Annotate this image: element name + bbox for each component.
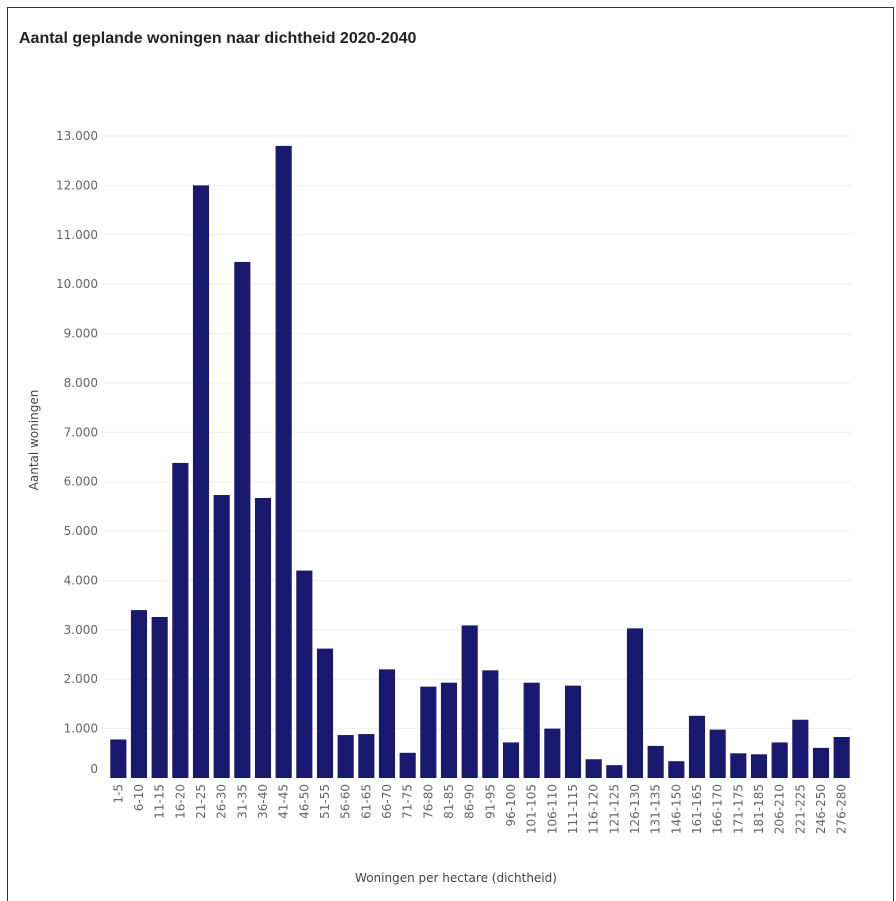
- x-tick-label: 86-90: [463, 784, 477, 819]
- x-axis-label: Woningen per hectare (dichtheid): [355, 871, 557, 885]
- y-tick-label: 11.000: [56, 228, 98, 242]
- y-tick-label: 13.000: [56, 129, 98, 143]
- x-tick-label: 46-50: [297, 784, 311, 819]
- x-tick-label: 166-170: [711, 784, 725, 834]
- x-tick-label: 31-35: [235, 784, 249, 819]
- y-axis-label: Aantal woningen: [27, 390, 41, 491]
- y-tick-label: 0: [90, 762, 98, 776]
- bar-91-95[interactable]: [482, 670, 499, 778]
- x-tick-label: 81-85: [442, 784, 456, 819]
- bar-51-55[interactable]: [316, 648, 334, 778]
- x-tick-label: 221-225: [793, 784, 807, 834]
- x-tick-label: 76-80: [421, 784, 435, 819]
- bar-41-45[interactable]: [275, 145, 292, 778]
- bar-161-165[interactable]: [688, 715, 706, 778]
- bar-46-50[interactable]: [296, 570, 313, 778]
- x-tick-label: 36-40: [256, 784, 270, 819]
- x-tick-label: 131-135: [649, 784, 663, 834]
- x-tick-label: 26-30: [215, 784, 229, 819]
- y-tick-label: 3.000: [64, 623, 98, 637]
- bar-61-65[interactable]: [358, 734, 375, 778]
- bar-1-5[interactable]: [110, 739, 127, 778]
- x-axis-ticks: 1-5 6-10 11-15 16-20 21-25 26-30 31-35 36-40 41-…: [111, 784, 848, 834]
- x-tick-label: 16-20: [173, 784, 187, 819]
- bar-246-250[interactable]: [812, 747, 830, 778]
- y-tick-label: 12.000: [56, 178, 98, 192]
- bar-96-100[interactable]: [502, 742, 520, 778]
- bar-171-175[interactable]: [730, 753, 747, 778]
- bar-21-25[interactable]: [192, 185, 210, 778]
- x-tick-label: 276-280: [835, 784, 849, 834]
- y-tick-label: 7.000: [64, 425, 98, 439]
- y-tick-label: 4.000: [64, 573, 98, 587]
- bar-181-185[interactable]: [750, 754, 768, 778]
- x-tick-label: 116-120: [587, 784, 601, 834]
- x-tick-label: 181-185: [752, 784, 766, 834]
- x-tick-label: 206-210: [773, 784, 787, 834]
- x-tick-label: 61-65: [359, 784, 373, 819]
- x-tick-label: 91-95: [483, 784, 497, 819]
- x-tick-label: 56-60: [339, 784, 353, 819]
- bar-221-225[interactable]: [792, 719, 809, 778]
- bars: [110, 145, 850, 778]
- bar-66-70[interactable]: [378, 669, 396, 778]
- x-tick-label: 146-150: [669, 784, 683, 834]
- bar-36-40[interactable]: [254, 497, 272, 778]
- x-tick-label: 41-45: [277, 784, 291, 819]
- bar-106-110[interactable]: [544, 728, 561, 778]
- bar-81-85[interactable]: [440, 682, 458, 778]
- x-tick-label: 246-250: [814, 784, 828, 834]
- bar-206-210[interactable]: [771, 742, 788, 778]
- x-tick-label: 111-115: [566, 784, 580, 834]
- y-tick-label: 1.000: [64, 722, 98, 736]
- bar-116-120[interactable]: [585, 759, 602, 778]
- x-tick-label: 161-165: [690, 784, 704, 834]
- y-tick-label: 2.000: [64, 672, 98, 686]
- y-tick-label: 5.000: [64, 524, 98, 538]
- x-tick-label: 51-55: [318, 784, 332, 819]
- x-tick-label: 126-130: [628, 784, 642, 834]
- bar-131-135[interactable]: [647, 745, 664, 778]
- y-tick-label: 9.000: [64, 327, 98, 341]
- x-tick-label: 6-10: [132, 784, 146, 811]
- bar-86-90[interactable]: [461, 625, 478, 778]
- x-tick-label: 96-100: [504, 784, 518, 827]
- bar-166-170[interactable]: [709, 729, 726, 778]
- bar-16-20[interactable]: [172, 462, 189, 778]
- bar-26-30[interactable]: [213, 495, 230, 778]
- bar-56-60[interactable]: [337, 735, 354, 778]
- x-tick-label: 1-5: [111, 784, 125, 804]
- bar-101-105[interactable]: [523, 682, 540, 778]
- y-axis-ticks: 0 1.000 2.000 3.000 4.000 5.000 6.000 7.000 8.00…: [56, 129, 98, 776]
- x-tick-label: 106-110: [545, 784, 559, 834]
- bar-76-80[interactable]: [420, 686, 437, 778]
- y-tick-label: 10.000: [56, 277, 98, 291]
- bar-11-15[interactable]: [151, 617, 168, 778]
- bar-71-75[interactable]: [399, 752, 416, 778]
- x-tick-label: 71-75: [401, 784, 415, 819]
- chart-title: Aantal geplande woningen naar dichtheid …: [19, 30, 417, 47]
- bar-276-280[interactable]: [833, 737, 850, 778]
- x-tick-label: 66-70: [380, 784, 394, 819]
- x-tick-label: 21-25: [194, 784, 208, 819]
- bar-6-10[interactable]: [130, 610, 148, 778]
- y-tick-label: 8.000: [64, 376, 98, 390]
- bar-111-115[interactable]: [564, 685, 582, 778]
- gridlines: [104, 135, 852, 730]
- y-tick-label: 6.000: [64, 475, 98, 489]
- bar-31-35[interactable]: [234, 261, 251, 778]
- x-tick-label: 121-125: [607, 784, 621, 834]
- x-tick-label: 11-15: [153, 784, 167, 819]
- x-tick-label: 101-105: [525, 784, 539, 834]
- bar-126-130[interactable]: [626, 628, 644, 778]
- bar-121-125[interactable]: [606, 765, 623, 778]
- x-tick-label: 171-175: [731, 784, 745, 834]
- bar-146-150[interactable]: [668, 761, 685, 778]
